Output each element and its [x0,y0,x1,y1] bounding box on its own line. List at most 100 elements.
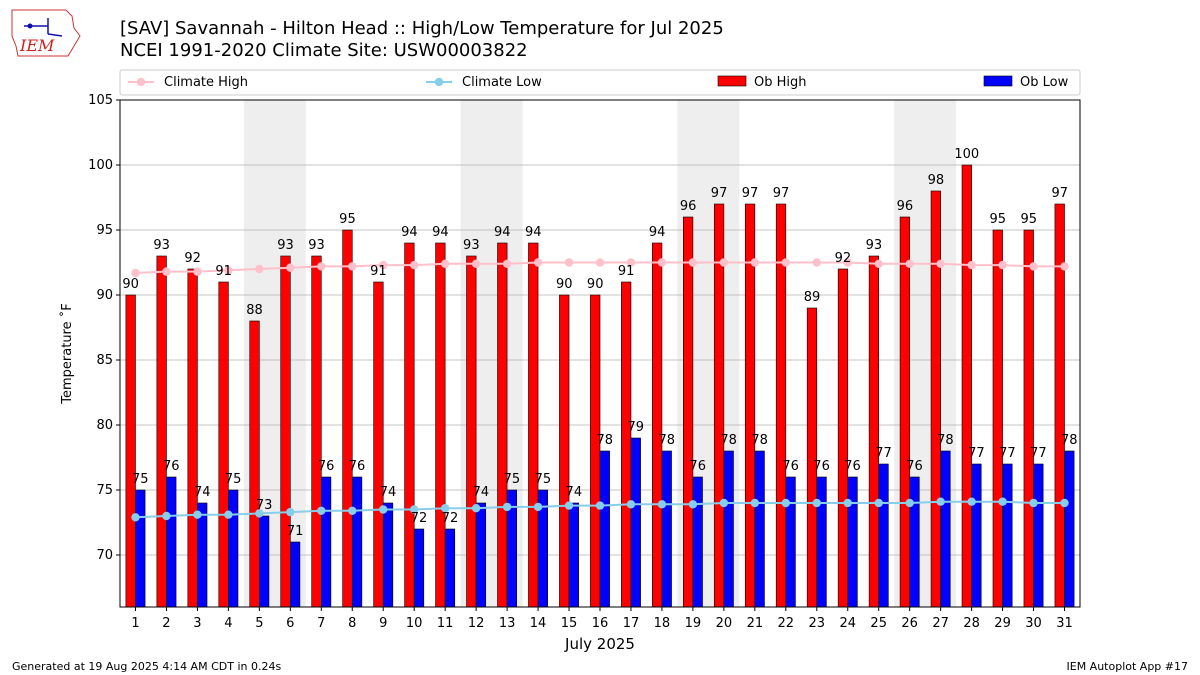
ob-high-label: 95 [339,212,356,227]
y-tick-label: 75 [96,483,113,498]
climate-high-point [440,259,450,268]
ob-high-bar [652,242,663,608]
climate-low-point [224,510,233,519]
ob-high-bar [590,294,601,608]
x-tick-label: 21 [747,616,764,631]
x-tick-label: 27 [932,616,949,631]
climate-low-point [533,502,543,512]
ob-high-bar [404,242,415,608]
climate-low-point [131,513,140,522]
climate-low-point [595,501,605,510]
x-tick-label: 2 [162,616,170,631]
ob-high-bar [156,255,167,608]
ob-low-label: 73 [256,498,273,513]
climate-low-point [409,505,419,514]
climate-low-point [1029,498,1038,508]
footer-generated: Generated at 19 Aug 2025 4:14 AM CDT in … [12,660,282,673]
legend-ob-high-label: Ob High [754,75,807,90]
ob-low-label: 78 [720,433,737,448]
climate-high-point [967,260,976,270]
ob-high-label: 88 [246,303,263,318]
ob-low-bar [785,476,796,608]
ob-low-label: 76 [782,459,799,474]
ob-low-label: 75 [225,472,242,487]
climate-low-point [193,510,202,519]
ob-low-bar [382,502,394,608]
climate-low-point [317,506,326,515]
chart-subtitle: NCEI 1991-2020 Climate Site: USW00003822 [120,40,528,61]
x-tick-label: 23 [809,616,826,631]
ob-low-bar [816,476,827,608]
ob-low-bar [1033,463,1044,608]
x-tick-label: 26 [901,616,918,631]
ob-low-bar [568,502,579,608]
climate-high-point [998,260,1007,270]
climate-low-point [162,511,171,521]
x-tick-label: 25 [870,616,887,631]
ob-low-bar [320,476,332,608]
ob-high-label: 95 [1020,212,1037,227]
ob-low-bar [723,450,734,608]
legend-climate-low-label: Climate Low [462,75,542,90]
climate-high-point [719,258,729,267]
climate-high-point [564,258,574,267]
ob-high-bar [683,216,694,608]
ob-low-bar [599,450,610,608]
logo-text: IEM [19,36,55,55]
ob-high-label: 94 [401,225,418,240]
climate-high-point [1029,262,1038,271]
ob-high-label: 93 [463,238,480,253]
x-tick-label: 3 [193,616,201,631]
ob-low-bar [1002,463,1013,608]
ob-high-label: 93 [277,238,294,253]
legend-climate-high-marker [136,77,146,87]
climate-low-point [936,497,945,506]
climate-high-point [162,267,171,276]
climate-low-point [843,498,852,508]
iem-logo: IEM [11,9,81,57]
ob-high-bar [218,281,229,608]
climate-low-point [440,504,450,513]
climate-high-point [286,263,295,272]
x-tick-label: 24 [839,616,856,631]
legend-climate-low-marker [434,77,444,87]
ob-low-bar [413,528,425,608]
chart-title: [SAV] Savannah - Hilton Head :: High/Low… [120,18,724,39]
ob-high-label: 90 [556,277,573,292]
climate-high-point [812,258,821,267]
ob-high-label: 91 [618,264,635,279]
climate-low-point [874,498,883,508]
climate-high-point [595,258,605,267]
ob-high-label: 94 [649,225,666,240]
y-tick-label: 80 [96,418,113,433]
ob-high-bar [837,268,849,608]
ob-high-label: 92 [835,251,852,266]
climate-low-point [967,497,976,506]
ob-high-label: 97 [1051,186,1068,201]
ob-high-label: 95 [990,212,1007,227]
x-tick-label: 22 [778,616,795,631]
climate-low-point [657,500,667,509]
ob-low-bar [847,476,858,608]
ob-low-bar [351,476,363,608]
ob-low-label: 78 [751,433,768,448]
ob-low-bar [1064,450,1075,608]
x-tick-label: 6 [286,616,294,631]
ob-high-label: 96 [897,199,914,214]
x-tick-label: 12 [468,616,485,631]
x-tick-label: 30 [1025,616,1042,631]
climate-low-point [255,509,264,518]
climate-low-point [286,507,295,517]
climate-high-point [317,262,326,271]
ob-low-label: 76 [844,459,861,474]
ob-high-label: 92 [184,251,201,266]
x-tick-label: 10 [406,616,423,631]
footer-app: IEM Autoplot App #17 [1066,660,1189,673]
ob-high-label: 97 [773,186,790,201]
climate-low-point [471,504,481,513]
y-tick-label: 105 [88,93,113,108]
climate-low-point [348,506,357,515]
climate-low-point [626,500,636,509]
ob-low-bar [228,489,239,608]
ob-high-label: 94 [494,225,511,240]
